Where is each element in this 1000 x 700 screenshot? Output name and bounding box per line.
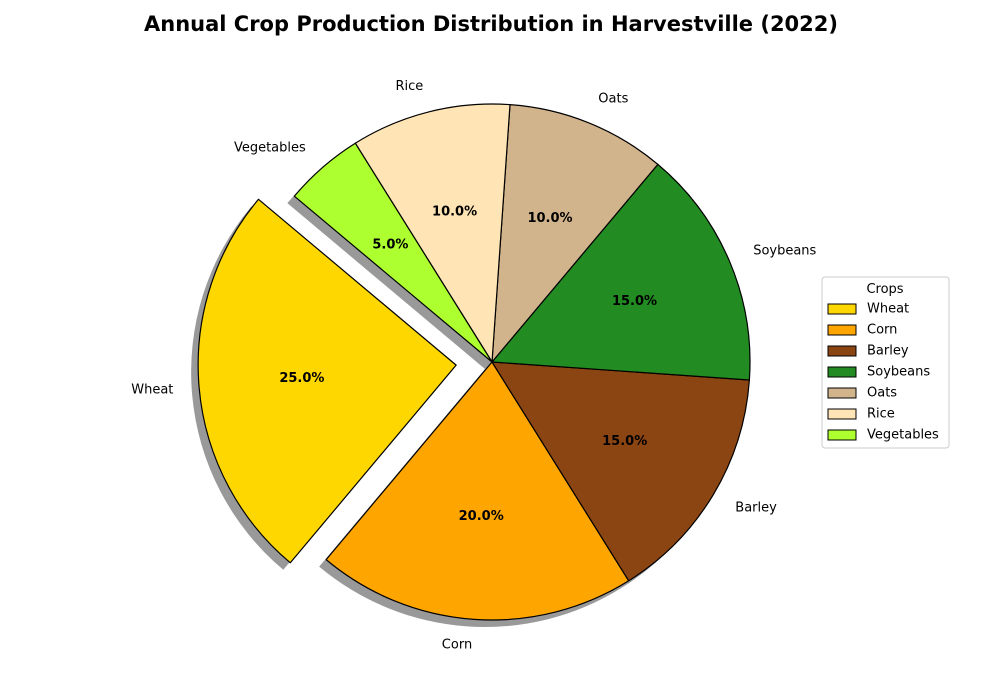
- slice-label-rice: Rice: [396, 79, 424, 94]
- legend-swatch-barley: [827, 345, 857, 357]
- legend-swatch-soybeans: [827, 366, 857, 378]
- pct-label-soybeans: 15.0%: [612, 294, 657, 309]
- pct-label-rice: 10.0%: [432, 204, 477, 219]
- legend-label-corn: Corn: [867, 323, 897, 338]
- slice-wheat: [197, 198, 457, 564]
- legend-title: Crops: [866, 282, 903, 297]
- slice-corn: [325, 361, 630, 621]
- legend-label-oats: Oats: [867, 386, 897, 401]
- legend-label-barley: Barley: [867, 344, 909, 359]
- slice-vegetables: [293, 142, 493, 363]
- slice-label-barley: Barley: [735, 501, 777, 516]
- slice-soybeans: [491, 163, 751, 381]
- legend-swatch-vegetables: [827, 429, 857, 441]
- slice-label-vegetables: Vegetables: [234, 140, 306, 155]
- legend-swatch-corn: [827, 324, 857, 336]
- legend-swatch-oats: [827, 387, 857, 399]
- pct-label-corn: 20.0%: [459, 509, 504, 524]
- legend-items: Wheat Corn Barley Soybeans Oats Rice Vegetable…: [827, 302, 939, 443]
- slice-label-corn: Corn: [442, 638, 472, 653]
- legend-label-vegetables: Vegetables: [867, 428, 939, 443]
- slice-label-oats: Oats: [598, 91, 628, 106]
- chart-title: Annual Crop Production Distribution in H…: [144, 12, 838, 36]
- slice-barley: [491, 361, 750, 582]
- pct-label-oats: 10.0%: [527, 211, 572, 226]
- legend: Crops Wheat Corn Barley Soybeans Oats Rice Veg…: [821, 276, 950, 449]
- label-layer: 25.0% Wheat 20.0% Corn 15.0% Barley 15.0% Soybe…: [131, 79, 816, 653]
- slice-label-wheat: Wheat: [131, 382, 173, 397]
- pct-label-barley: 15.0%: [602, 434, 647, 449]
- legend-swatch-rice: [827, 408, 857, 420]
- slice-oats: [491, 104, 659, 363]
- legend-swatch-wheat: [827, 303, 857, 315]
- slice-rice: [354, 103, 511, 363]
- pct-label-wheat: 25.0%: [279, 371, 324, 386]
- pct-label-vegetables: 5.0%: [372, 238, 408, 253]
- legend-label-soybeans: Soybeans: [867, 365, 930, 380]
- legend-label-rice: Rice: [867, 407, 895, 422]
- legend-label-wheat: Wheat: [867, 302, 909, 317]
- legend-frame: [821, 276, 950, 449]
- slice-layer: [197, 103, 751, 621]
- slice-label-soybeans: Soybeans: [753, 244, 816, 259]
